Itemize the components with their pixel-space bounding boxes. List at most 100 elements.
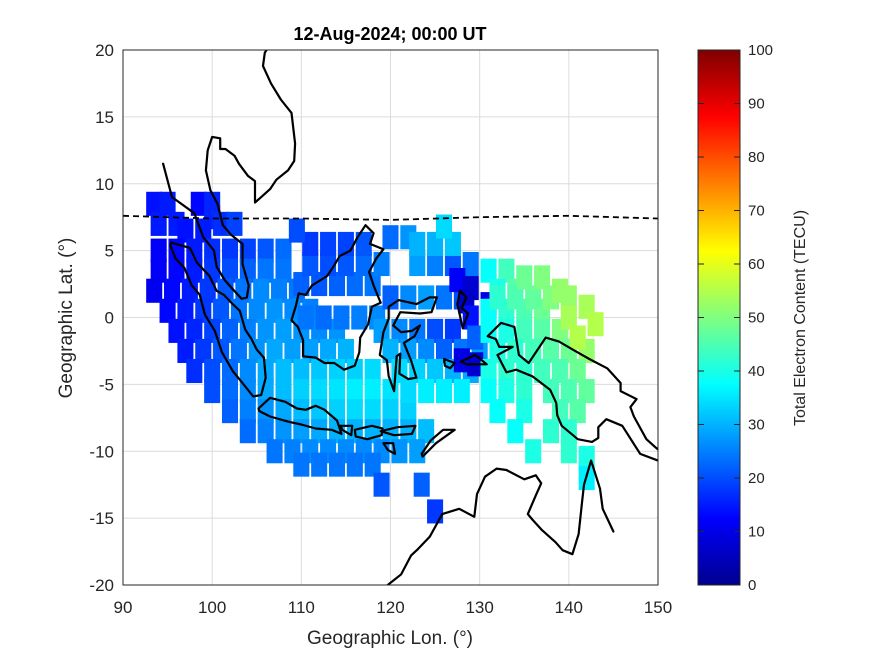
tec-cell xyxy=(275,399,292,424)
x-tick-label: 140 xyxy=(555,598,583,617)
coastline xyxy=(459,353,488,366)
tec-cell xyxy=(221,318,239,343)
tec-cell xyxy=(516,265,533,290)
tec-cell xyxy=(186,358,203,384)
tec-cell xyxy=(444,318,461,343)
x-tick-label: 150 xyxy=(644,598,672,617)
tec-cell xyxy=(560,439,577,464)
tec-cell xyxy=(230,338,247,363)
tec-cell xyxy=(328,358,346,384)
tec-cell xyxy=(427,318,444,343)
tec-cell xyxy=(427,499,444,524)
coastline xyxy=(169,241,267,398)
tec-cell xyxy=(346,399,363,424)
tec-cell xyxy=(186,318,203,343)
tec-cell xyxy=(418,285,435,310)
tec-cell xyxy=(516,358,533,384)
tec-cell xyxy=(382,225,399,250)
tec-cell xyxy=(311,452,328,477)
tec-cell xyxy=(275,419,292,444)
tec-cell xyxy=(293,272,310,297)
tec-cell xyxy=(409,439,426,464)
tec-cell xyxy=(569,325,586,350)
tec-cell xyxy=(150,258,167,283)
tec-cell xyxy=(146,191,163,216)
tec-cell xyxy=(248,298,265,323)
colorbar-tick-label: 30 xyxy=(748,417,765,434)
tec-cell xyxy=(489,285,506,310)
tec-cell xyxy=(346,452,363,477)
tec-cell xyxy=(427,358,444,384)
x-tick-label: 100 xyxy=(198,598,226,617)
tec-cell xyxy=(177,298,194,323)
tec-cell xyxy=(534,358,551,384)
tec-cell xyxy=(498,379,515,404)
tec-cell xyxy=(284,338,301,363)
tec-cell xyxy=(435,214,453,239)
tec-cell xyxy=(221,238,239,263)
tec-cell xyxy=(467,325,484,350)
tec-cell xyxy=(355,231,372,256)
tec-cell xyxy=(257,318,274,343)
colorbar-label: Total Electron Content (TECU) xyxy=(792,210,809,426)
tec-cell xyxy=(302,231,319,256)
tec-cell xyxy=(346,358,363,384)
tec-cell xyxy=(275,358,292,384)
tec-cell xyxy=(400,399,417,424)
tec-cell xyxy=(382,419,399,444)
tec-cell xyxy=(150,238,167,263)
tec-cell xyxy=(275,318,292,343)
x-axis-label: Geographic Lon. (°) xyxy=(307,628,473,649)
tec-cell xyxy=(297,305,314,330)
colorbar-tick-labels: 0 10 20 30 40 50 60 70 80 90 100 xyxy=(698,42,773,594)
tec-cell xyxy=(569,358,586,384)
tec-cell xyxy=(542,419,560,444)
tec-cell xyxy=(364,379,381,404)
tec-cell xyxy=(418,419,435,444)
tec-cell xyxy=(275,238,292,263)
tec-cell xyxy=(516,318,533,343)
x-tick-label: 90 xyxy=(114,598,133,617)
tec-cell xyxy=(315,305,332,330)
tec-cell xyxy=(382,399,399,424)
tec-cell xyxy=(177,218,194,243)
tec-cell xyxy=(293,452,310,477)
tec-cell xyxy=(293,379,310,404)
tec-cell xyxy=(177,338,194,363)
tec-cell xyxy=(221,258,239,283)
coastline xyxy=(486,321,658,462)
tec-cell xyxy=(213,298,230,323)
tec-cell xyxy=(373,472,390,497)
coastline xyxy=(385,459,615,585)
coastline xyxy=(382,442,397,455)
tec-cell xyxy=(204,358,221,384)
magnetic-equator-line xyxy=(123,214,658,221)
tec-cell xyxy=(516,379,533,404)
tec-cell xyxy=(400,285,417,310)
tec-cell xyxy=(569,399,586,424)
tec-cell xyxy=(578,379,595,404)
tec-cell xyxy=(333,305,350,330)
coastline xyxy=(456,289,470,330)
coastlines xyxy=(162,50,658,585)
y-axis-label: Geographic Lat. (°) xyxy=(56,238,77,399)
y-tick-label: 15 xyxy=(95,108,114,127)
tec-cell xyxy=(221,358,239,384)
tec-cell xyxy=(328,452,346,477)
tec-cell xyxy=(239,358,256,384)
tec-cell xyxy=(328,379,346,404)
tec-cell xyxy=(507,338,524,363)
chart-title: 12-Aug-2024; 00:00 UT xyxy=(293,24,486,44)
tec-cell xyxy=(275,258,292,283)
tec-cell xyxy=(311,358,328,384)
tec-cell xyxy=(266,439,283,464)
colorbar-tick-label: 0 xyxy=(748,577,756,594)
tec-cell xyxy=(150,211,167,236)
tec-cell xyxy=(551,358,568,384)
tec-cell xyxy=(534,265,551,290)
coastline xyxy=(162,50,297,300)
tec-cell xyxy=(516,399,533,424)
tec-cell xyxy=(587,312,604,337)
colorbar xyxy=(697,49,741,586)
x-tick-label: 110 xyxy=(288,598,315,617)
